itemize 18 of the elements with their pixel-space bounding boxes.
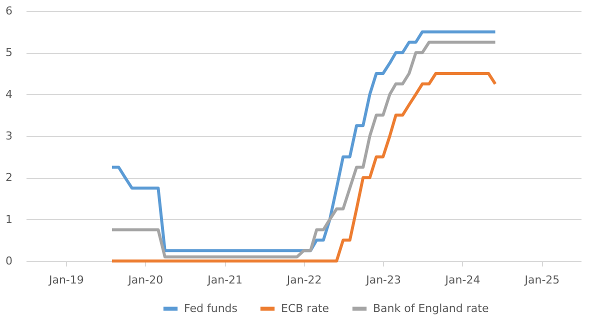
x-tick-label: Jan-20 bbox=[127, 274, 164, 286]
y-tick-label: 1 bbox=[6, 212, 12, 226]
y-tick-label: 6 bbox=[6, 4, 12, 18]
x-tick-label: Jan-23 bbox=[365, 274, 402, 286]
y-tick-label: 2 bbox=[6, 171, 12, 184]
legend-label: Bank of England rate bbox=[373, 302, 489, 315]
legend-label: ECB rate bbox=[281, 302, 330, 315]
line-series bbox=[110, 72, 497, 262]
x-tick-label: Jan-21 bbox=[206, 274, 243, 286]
y-tick-label: 5 bbox=[6, 46, 12, 60]
y-tick-label: 3 bbox=[6, 130, 12, 142]
x-tick-label: Jan-22 bbox=[286, 274, 322, 286]
y-tick-label: 0 bbox=[6, 254, 12, 268]
legend-label: Fed funds bbox=[184, 302, 238, 315]
x-tick-label: Jan-25 bbox=[524, 274, 560, 286]
x-tick-label: Jan-24 bbox=[444, 274, 480, 286]
y-tick-label: 4 bbox=[6, 88, 12, 101]
x-tick-label: Jan-19 bbox=[48, 274, 84, 286]
